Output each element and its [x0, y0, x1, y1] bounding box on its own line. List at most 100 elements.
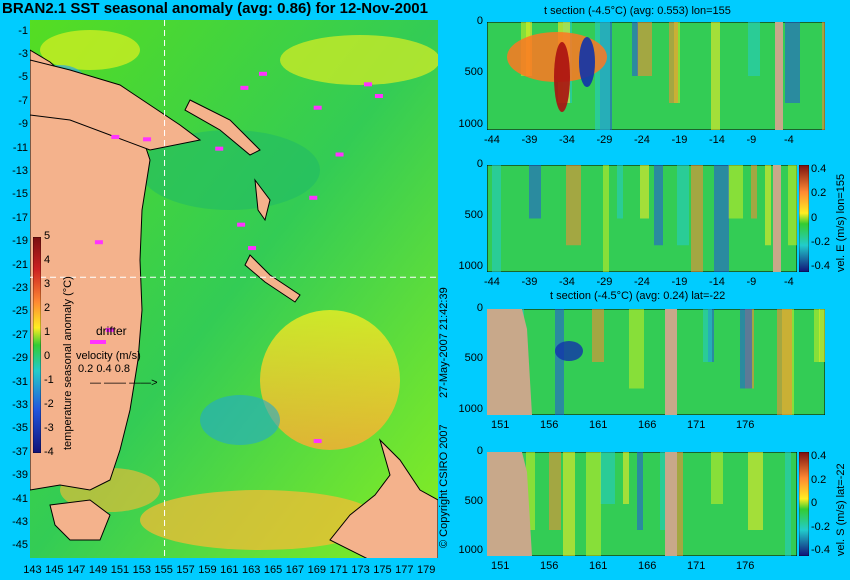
section-anomaly — [566, 165, 581, 246]
section-x-tick: 166 — [638, 560, 657, 572]
section-anomaly — [623, 452, 629, 504]
map-colorbar-tick: 5 — [44, 230, 51, 242]
drifter-marker — [313, 439, 322, 444]
section-colorbar — [799, 452, 809, 556]
section-y-tick: 1000 — [458, 259, 483, 272]
section-x-tick: -34 — [559, 276, 575, 288]
map-lon-tick: 165 — [263, 564, 283, 576]
section-anomaly — [629, 309, 644, 389]
new-zealand-land — [329, 438, 438, 558]
map-lat-tick: -43 — [12, 515, 28, 528]
map-lat-tick: -15 — [12, 188, 28, 201]
section-x-tick: -39 — [521, 276, 538, 288]
solomon-islands-land — [184, 99, 261, 156]
map-lat-tick: -21 — [12, 258, 28, 271]
section-x-tick: 151 — [491, 560, 510, 572]
map-colorbar-label: temperature seasonal anomaly (°C) — [62, 276, 74, 450]
section-y-tick: 500 — [464, 352, 483, 365]
map-lon-tick: 155 — [154, 564, 173, 576]
new-guinea-land — [30, 59, 202, 151]
section-anomaly — [819, 309, 825, 362]
section-anomaly — [617, 165, 623, 219]
drifter-marker — [94, 240, 103, 245]
drifter-markers — [94, 71, 383, 444]
section-anomaly — [549, 452, 561, 530]
section-plot — [487, 165, 797, 272]
map-lon-tick: 163 — [242, 564, 261, 576]
map-lon-tick: 145 — [45, 564, 64, 576]
section-colorbar-label: vel. E (m/s) lon=155 — [835, 173, 847, 272]
section-anomaly — [595, 22, 610, 130]
section-x-tick: 176 — [736, 560, 755, 572]
drifter-marker — [258, 71, 267, 76]
map-lon-tick: 173 — [351, 564, 370, 576]
section-x-tick: -44 — [484, 134, 500, 146]
section-land — [775, 22, 783, 130]
map-lon-tick: 147 — [67, 564, 86, 576]
section-y-tick: 1000 — [458, 117, 483, 130]
drifter-marker — [313, 105, 322, 110]
section-x-tick: 151 — [491, 419, 510, 431]
section-y-tick: 0 — [476, 15, 483, 27]
drifter-marker — [335, 152, 344, 157]
map-lat-tick: -5 — [18, 71, 28, 84]
drifter-marker — [309, 195, 318, 200]
section-anomaly — [660, 452, 669, 530]
map-lat-tick: -39 — [12, 469, 28, 482]
section-anomaly — [788, 165, 797, 246]
new-caledonia-land — [244, 254, 301, 303]
section-plot — [487, 309, 825, 415]
section-x-tick: 171 — [687, 419, 706, 431]
section-x-tick: 166 — [638, 419, 657, 431]
section-anomaly — [555, 309, 564, 415]
section-x-tick: -34 — [559, 134, 575, 146]
section-anomaly — [751, 165, 757, 219]
map-title: BRAN2.1 SST seasonal anomaly (avg: 0.86)… — [2, 0, 428, 17]
anomaly-warm-patch — [260, 310, 400, 450]
velocity-legend-label: velocity (m/s) — [76, 350, 141, 362]
section-x-tick: -24 — [634, 276, 650, 288]
map-lat-tick: -23 — [12, 282, 28, 294]
map-lon-tick: 159 — [198, 564, 217, 576]
map-lat-tick: -3 — [18, 48, 28, 61]
section-anomaly — [822, 22, 825, 130]
section-background — [487, 309, 825, 415]
section-anomaly — [728, 165, 743, 219]
map-lat-tick: -35 — [12, 422, 28, 435]
map-colorbar-tick: -3 — [44, 422, 54, 434]
drifter-legend-label: drifter — [96, 324, 127, 338]
section-colorbar-tick: 0.4 — [811, 163, 827, 175]
section-anomaly — [711, 22, 720, 130]
drifter-marker — [363, 82, 372, 87]
section-anomaly — [554, 42, 570, 112]
section-anomaly — [785, 22, 800, 103]
section-anomaly — [492, 165, 501, 272]
section-plot — [487, 22, 825, 130]
section-colorbar-label: vel. S (m/s) lat=-22 — [835, 463, 847, 556]
timestamp-text: 27-May-2007 21:42:39 — [438, 287, 450, 398]
section-x-tick: -9 — [746, 134, 757, 146]
map-lon-tick: 151 — [110, 564, 130, 576]
section-x-tick: 171 — [687, 560, 706, 572]
section-anomaly — [579, 37, 595, 87]
section-y-tick: 1000 — [458, 402, 483, 415]
section-land — [665, 309, 677, 415]
section-anomaly — [654, 165, 663, 246]
section-x-tick: -4 — [784, 134, 794, 146]
map-colorbar-tick: 3 — [44, 278, 51, 290]
section-anomaly — [555, 341, 583, 361]
anomaly-warm-patch — [140, 490, 380, 550]
map-lat-tick: -31 — [12, 375, 28, 388]
section-land — [665, 452, 677, 556]
drifter-marker — [240, 85, 249, 90]
map-lon-tick: 157 — [176, 564, 195, 576]
map-lat-tick: -7 — [18, 94, 28, 107]
map-colorbar-tick: -1 — [44, 374, 54, 386]
map-colorbar-tick: -2 — [44, 398, 54, 410]
section-x-tick: 161 — [589, 560, 608, 572]
section-colorbar-tick: 0.2 — [811, 187, 827, 200]
section-colorbar-tick: 0.4 — [811, 450, 827, 462]
section-y-tick: 0 — [476, 158, 483, 170]
section-x-tick: -19 — [671, 134, 688, 146]
section-anomaly — [740, 309, 752, 389]
